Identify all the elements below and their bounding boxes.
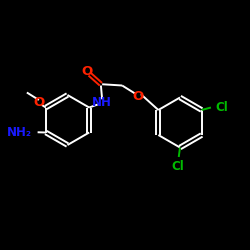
Text: O: O bbox=[33, 96, 44, 110]
Text: O: O bbox=[133, 90, 144, 103]
Text: NH₂: NH₂ bbox=[7, 126, 32, 139]
Text: NH: NH bbox=[92, 96, 112, 110]
Text: O: O bbox=[82, 65, 93, 78]
Text: Cl: Cl bbox=[171, 160, 184, 172]
Text: Cl: Cl bbox=[216, 101, 228, 114]
